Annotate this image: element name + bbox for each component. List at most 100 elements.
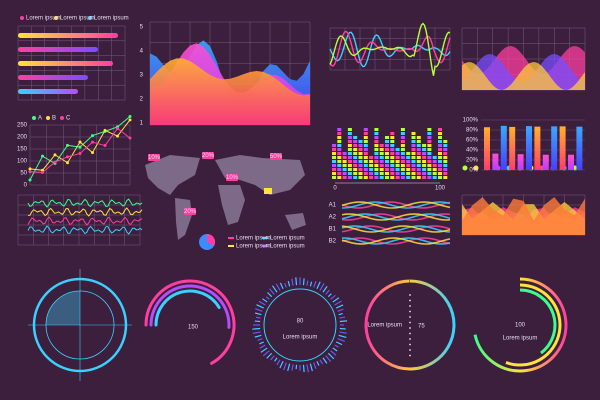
- tick-ring: [269, 288, 275, 295]
- tick-ring: [291, 364, 294, 371]
- tick-ring: [330, 294, 336, 300]
- dot: [409, 332, 411, 335]
- dot: [409, 310, 411, 313]
- eq-cell: [379, 172, 384, 175]
- point: [78, 145, 82, 149]
- legend-dot: [88, 16, 92, 20]
- eq-cell: [427, 164, 432, 167]
- eq-cell: [385, 148, 389, 151]
- eq-cell: [337, 152, 342, 155]
- eq-cell: [427, 144, 432, 147]
- bar: [484, 127, 490, 170]
- dot: [409, 316, 411, 318]
- tick-ring: [339, 320, 348, 323]
- legend-dot: [46, 116, 50, 120]
- eq-cell: [363, 172, 368, 175]
- eq-cell: [400, 148, 405, 151]
- tick-ring: [260, 347, 268, 353]
- eq-cell: [390, 156, 395, 159]
- eq-cell: [379, 160, 384, 163]
- eq-cell: [443, 172, 448, 175]
- eq-cell: [347, 176, 352, 179]
- dot: [409, 354, 411, 357]
- eq-cell: [416, 160, 421, 163]
- label: 60%: [466, 138, 479, 144]
- eq-cell: [337, 132, 342, 135]
- eq-cell: [379, 168, 384, 171]
- wave: [27, 216, 143, 226]
- pin: [148, 154, 160, 161]
- area: [462, 54, 585, 90]
- wave: [27, 225, 143, 235]
- point: [41, 170, 44, 174]
- point: [66, 143, 69, 147]
- eq-cell: [374, 152, 379, 155]
- eq-cell: [374, 132, 379, 135]
- bar: [500, 125, 507, 170]
- eq-cell: [347, 164, 352, 167]
- eq-cell: [363, 160, 368, 163]
- tick-ring: [271, 285, 278, 293]
- tick-ring: [259, 341, 265, 345]
- tick-ring: [279, 282, 284, 290]
- eq-cell: [400, 172, 405, 175]
- wave: [27, 207, 143, 217]
- tick-ring: [306, 364, 309, 373]
- tick-ring: [266, 352, 273, 359]
- tick-ring: [284, 282, 287, 288]
- eq-cell: [432, 156, 437, 159]
- eq-cell: [427, 140, 432, 143]
- band: [341, 225, 451, 233]
- point: [128, 115, 132, 119]
- tick-ring: [327, 352, 335, 360]
- eq-cell: [369, 164, 374, 167]
- label: 10%: [226, 175, 239, 181]
- label: 100: [515, 323, 526, 329]
- label: B2: [329, 239, 337, 245]
- dot: [473, 165, 479, 171]
- eq-cell: [427, 172, 432, 175]
- gauge-arc: [519, 288, 557, 355]
- eq-cell: [353, 168, 358, 171]
- point: [103, 144, 107, 148]
- eq-cell: [342, 172, 347, 175]
- tick-ring: [267, 292, 273, 298]
- eq-cell: [400, 156, 405, 159]
- eq-cell: [443, 148, 448, 151]
- tick-ring: [313, 280, 317, 288]
- eq-cell: [337, 144, 342, 147]
- continent: [218, 185, 245, 225]
- label: 0: [24, 183, 28, 189]
- point: [66, 155, 69, 159]
- gauge-ring: [263, 288, 337, 362]
- tick-ring: [262, 298, 268, 303]
- label: 20%: [466, 158, 479, 164]
- eq-cell: [363, 132, 368, 135]
- eq-cell: [406, 168, 411, 171]
- label: 1: [140, 121, 144, 127]
- eq-cell: [406, 156, 411, 159]
- eq-cell: [385, 136, 389, 139]
- eq-cell: [363, 128, 368, 131]
- band: [341, 201, 451, 209]
- eq-cell: [438, 176, 442, 179]
- eq-cell: [374, 156, 379, 159]
- tick-ring: [337, 308, 344, 312]
- eq-cell: [342, 152, 347, 155]
- label: 100%: [463, 118, 479, 124]
- eq-cell: [347, 128, 352, 131]
- eq-cell: [411, 152, 416, 155]
- eq-cell: [358, 156, 363, 159]
- eq-cell: [416, 152, 421, 155]
- tick-ring: [270, 355, 275, 361]
- label: B: [52, 116, 56, 122]
- point: [41, 168, 44, 172]
- pin: [270, 153, 282, 160]
- tick-ring: [334, 344, 339, 348]
- eq-cell: [416, 140, 421, 143]
- label: Lorem ipsum: [270, 244, 305, 250]
- dot: [409, 321, 411, 324]
- tick-ring: [325, 355, 332, 363]
- label: A1: [329, 203, 337, 209]
- eq-cell: [369, 160, 374, 163]
